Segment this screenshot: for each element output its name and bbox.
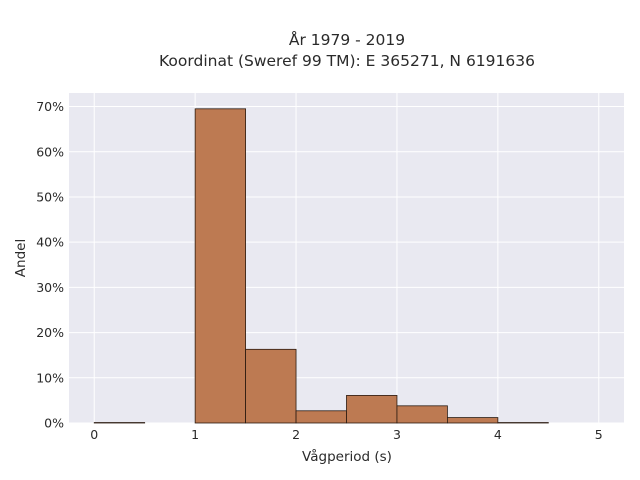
chart-title-line-2: Koordinat (Sweref 99 TM): E 365271, N 61… (159, 52, 535, 70)
histogram-bar (447, 417, 499, 424)
y-tick-label: 60% (36, 144, 64, 159)
y-axis-label: Andel (13, 239, 29, 277)
y-tick-label: 40% (36, 235, 64, 250)
x-axis-ticks: 0 1 2 3 4 5 (90, 427, 602, 442)
y-tick-label: 70% (36, 99, 64, 114)
x-tick-label: 0 (90, 427, 98, 442)
y-tick-label: 30% (36, 280, 64, 295)
histogram-bar (194, 108, 246, 424)
x-tick-label: 2 (292, 427, 300, 442)
y-tick-label: 10% (36, 370, 64, 385)
histogram-bar (245, 348, 297, 424)
histogram-bar (346, 395, 398, 424)
y-tick-label: 50% (36, 189, 64, 204)
histogram-bar (396, 405, 448, 424)
histogram-bar (295, 410, 347, 424)
histogram-bars (93, 108, 549, 424)
chart-title-line-1: År 1979 - 2019 (289, 30, 405, 49)
x-tick-label: 1 (191, 427, 199, 442)
y-tick-label: 0% (44, 416, 64, 431)
y-axis-ticks: 0% 10% 20% 30% 40% 50% 60% 70% (36, 99, 64, 430)
x-tick-label: 3 (393, 427, 401, 442)
x-tick-label: 5 (595, 427, 603, 442)
plot-area (69, 93, 624, 423)
y-tick-label: 20% (36, 325, 64, 340)
x-axis-label: Vågperiod (s) (302, 448, 392, 465)
grid-lines (69, 93, 624, 424)
x-tick-label: 4 (494, 427, 502, 442)
